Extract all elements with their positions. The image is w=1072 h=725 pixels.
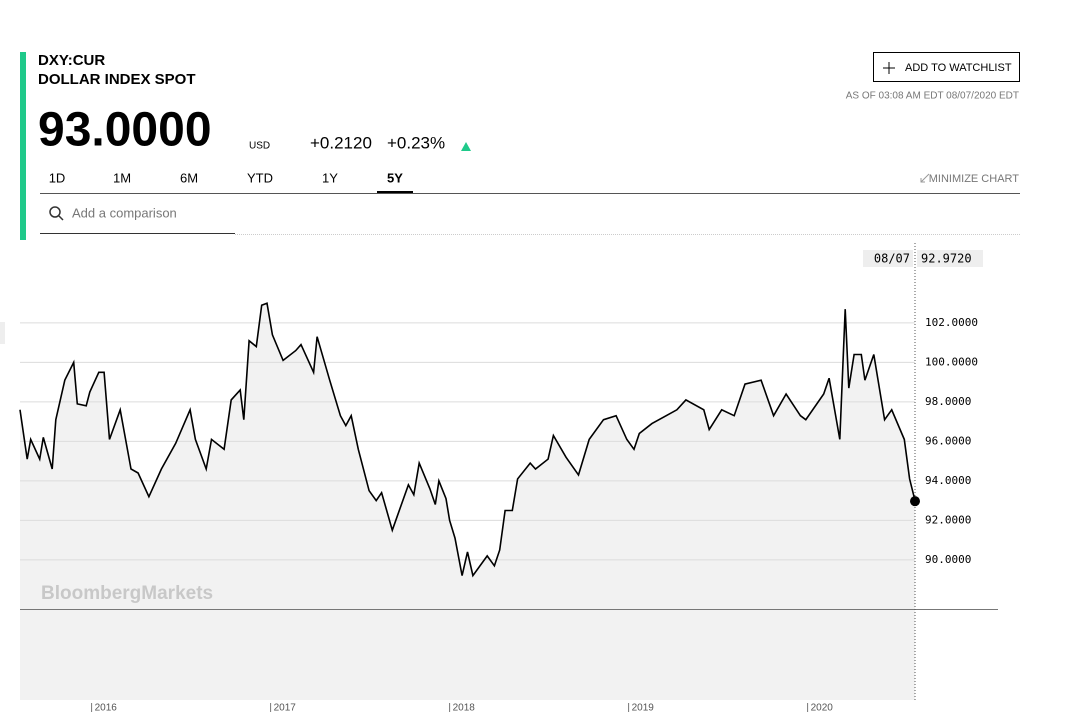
comparison-input[interactable]: Add a comparison [72,205,177,220]
range-tabs: 1D 1M 6M YTD 1Y 5Y [49,170,413,194]
x-tick-label: 2016 [95,703,118,714]
minimize-icon [920,173,930,183]
price-line [19,302,916,578]
minimize-chart[interactable]: MINIMIZE CHART [929,173,1020,185]
instrument-name: DOLLAR INDEX SPOT [38,71,196,88]
as-of: AS OF 03:08 AM EDT 08/07/2020 EDT [846,91,1019,102]
chart: 90.0000 92.0000 94.0000 96.0000 98.0000 100.0… [19,240,998,714]
y-tick-label: 92.0000 [925,513,971,526]
change: +0.2120 [310,133,372,152]
change-pct: +0.23% [387,133,445,152]
ticker: DXY:CUR [38,52,105,69]
x-tick-label: 2020 [811,703,834,714]
range-tab[interactable]: 1D [49,170,66,185]
search-icon [49,206,61,218]
watchlist-label[interactable]: ADD TO WATCHLIST [905,62,1012,74]
crosshair-value-box [917,250,983,267]
y-tick-label: 98.0000 [925,395,971,408]
range-tab[interactable]: 1Y [322,170,338,185]
x-tick-label: 2017 [274,703,297,714]
crosshair-value: 92.9720 [921,252,972,266]
y-tick-label: 102.0000 [925,316,978,329]
range-tab[interactable]: 5Y [387,170,403,185]
range-tab[interactable]: 1M [113,170,131,185]
watchlist-button[interactable] [873,52,1020,82]
y-tick-label: 94.0000 [925,474,971,487]
y-tick-label: 90.0000 [925,553,971,566]
plus-icon [883,62,895,74]
crosshair-date-box [863,250,913,267]
range-tab[interactable]: YTD [247,170,273,185]
watermark: BloombergMarkets [41,583,213,604]
price: 93.0000 [38,104,212,157]
y-tick-label: 96.0000 [925,434,971,447]
crosshair-dot [910,496,920,507]
active-tab-indicator [377,191,413,194]
up-arrow [461,142,471,151]
search-icon-handle [58,215,64,221]
crosshair-date: 08/07 [874,252,910,266]
x-tick-label: 2018 [453,703,476,714]
y-tick-label: 100.0000 [925,355,978,368]
currency: USD [249,141,270,152]
range-tab[interactable]: 6M [180,170,198,185]
area [20,303,915,700]
x-tick-label: 2019 [632,703,655,714]
edge-tab [0,322,5,344]
